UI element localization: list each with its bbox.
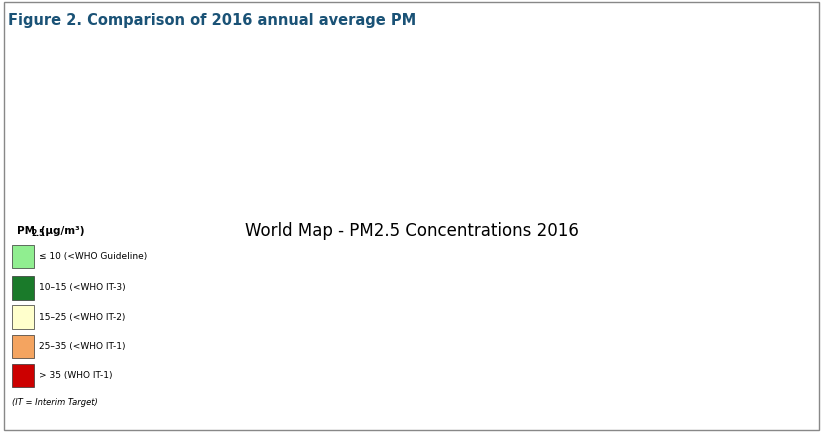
FancyBboxPatch shape	[12, 305, 34, 329]
FancyBboxPatch shape	[12, 245, 34, 268]
FancyBboxPatch shape	[12, 334, 34, 358]
Text: 10–15 (<WHO IT-3): 10–15 (<WHO IT-3)	[39, 283, 126, 292]
Text: (μg/m³): (μg/m³)	[37, 226, 85, 236]
Text: ≤ 10 (<WHO Guideline): ≤ 10 (<WHO Guideline)	[39, 252, 147, 261]
FancyBboxPatch shape	[12, 364, 34, 387]
Text: > 35 (WHO IT-1): > 35 (WHO IT-1)	[39, 371, 113, 380]
Text: 15–25 (<WHO IT-2): 15–25 (<WHO IT-2)	[39, 313, 125, 321]
Text: PM: PM	[17, 226, 35, 236]
Text: 25–35 (<WHO IT-1): 25–35 (<WHO IT-1)	[39, 342, 126, 351]
Text: (IT = Interim Target): (IT = Interim Target)	[12, 397, 98, 407]
FancyBboxPatch shape	[12, 276, 34, 300]
Text: World Map - PM2.5 Concentrations 2016: World Map - PM2.5 Concentrations 2016	[244, 222, 579, 240]
Text: 2.5: 2.5	[32, 229, 45, 238]
Text: Figure 2. Comparison of 2016 annual average PM: Figure 2. Comparison of 2016 annual aver…	[8, 13, 416, 28]
